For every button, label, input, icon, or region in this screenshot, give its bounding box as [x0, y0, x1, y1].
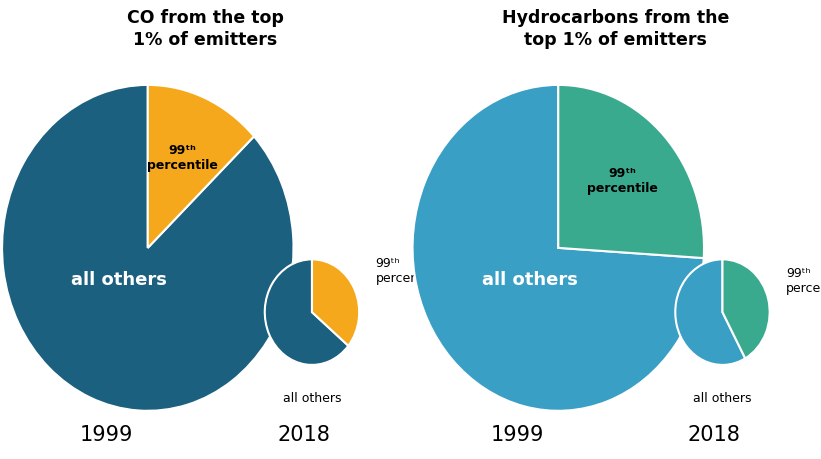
Text: all others: all others — [282, 392, 342, 405]
Text: all others: all others — [71, 271, 167, 289]
Text: CO from the top
1% of emitters: CO from the top 1% of emitters — [126, 9, 284, 50]
Text: all others: all others — [482, 271, 577, 289]
Text: 99ᵗʰ
percentile: 99ᵗʰ percentile — [787, 267, 821, 295]
Text: 1999: 1999 — [490, 425, 544, 445]
Wedge shape — [558, 85, 704, 258]
Wedge shape — [722, 259, 769, 358]
Wedge shape — [312, 259, 359, 346]
Text: 99ᵗʰ
percentile: 99ᵗʰ percentile — [586, 167, 658, 195]
Text: all others: all others — [693, 392, 752, 405]
Wedge shape — [676, 259, 745, 365]
Wedge shape — [265, 259, 348, 365]
Wedge shape — [2, 85, 293, 411]
Text: Hydrocarbons from the
top 1% of emitters: Hydrocarbons from the top 1% of emitters — [502, 9, 729, 50]
Text: 2018: 2018 — [688, 425, 741, 445]
Text: 99ᵗʰ
percentile: 99ᵗʰ percentile — [147, 144, 218, 172]
Wedge shape — [148, 85, 254, 248]
Text: 2018: 2018 — [277, 425, 330, 445]
Text: 99ᵗʰ
percentile: 99ᵗʰ percentile — [376, 257, 438, 285]
Text: 1999: 1999 — [80, 425, 134, 445]
Wedge shape — [413, 85, 704, 411]
